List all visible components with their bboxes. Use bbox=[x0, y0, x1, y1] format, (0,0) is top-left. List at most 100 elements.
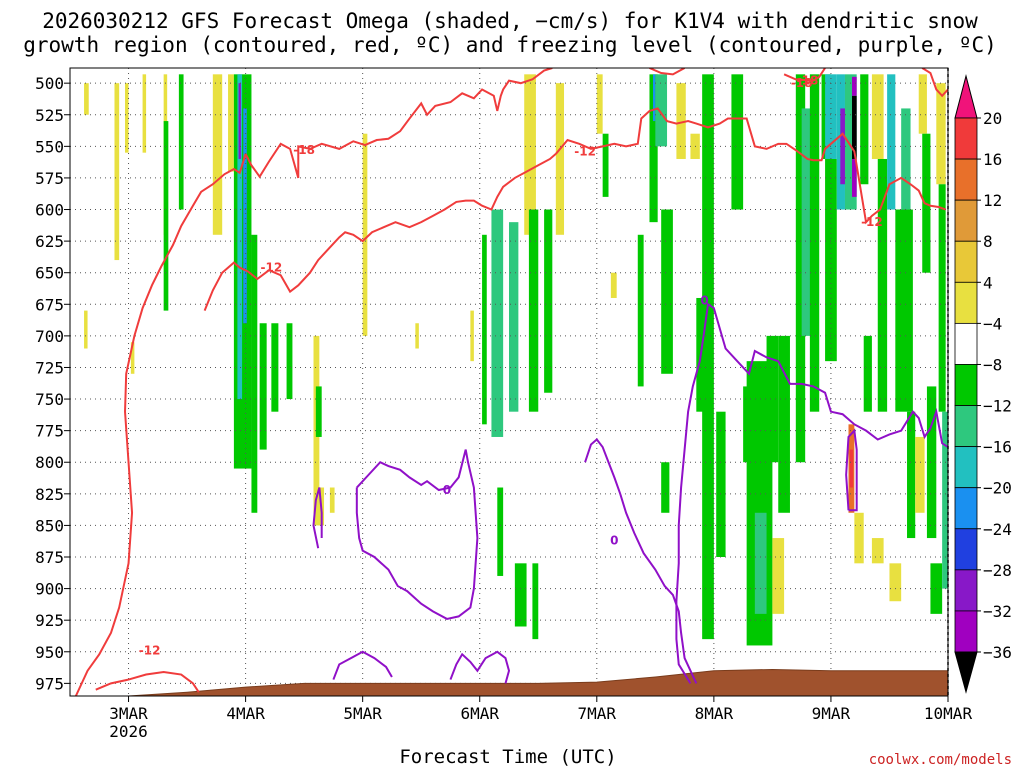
freezing-contour-3 bbox=[845, 428, 858, 512]
x-tick-label-4MAR: 4MAR bbox=[226, 704, 265, 723]
terrain-fill bbox=[70, 668, 948, 696]
omega-cell-24 bbox=[415, 323, 419, 349]
omega-cell-73 bbox=[863, 335, 872, 412]
omega-cell-35 bbox=[555, 83, 565, 235]
omega-cell-9 bbox=[212, 74, 223, 235]
omega-cell-8 bbox=[178, 74, 184, 210]
x-tick-label-5MAR: 5MAR bbox=[343, 704, 382, 723]
x-tick-label-7MAR: 7MAR bbox=[578, 704, 617, 723]
y-tick-label-900: 900 bbox=[35, 580, 64, 599]
dgz-contour-label-4: -12 bbox=[261, 261, 283, 275]
y-tick-label-700: 700 bbox=[35, 327, 64, 346]
colorbar-band-10 bbox=[954, 528, 978, 571]
freezing-contour-label-0: 0 bbox=[443, 483, 451, 497]
omega-cell-74 bbox=[871, 74, 884, 159]
axes: 500 525 550 575 600 625 650 675 700 725 750 775 800 8… bbox=[35, 67, 973, 741]
colorbar-label-13: −36 bbox=[983, 643, 1012, 662]
omega-cell-16 bbox=[259, 323, 267, 450]
omega-cell-31 bbox=[524, 74, 536, 235]
omega-cell-28 bbox=[497, 487, 504, 576]
omega-cell-54 bbox=[766, 335, 779, 463]
chart-title-line-1: 2026030212 GFS Forecast Omega (shaded, −… bbox=[42, 9, 978, 33]
omega-cell-41 bbox=[652, 74, 656, 122]
omega-cell-18 bbox=[286, 323, 293, 400]
credit-text: coolwx.com/models bbox=[869, 752, 1012, 768]
dgz-contour-0 bbox=[244, 68, 553, 179]
colorbar-label-11: −28 bbox=[983, 561, 1012, 580]
omega-cell-36 bbox=[596, 74, 603, 134]
omega-cell-66 bbox=[852, 95, 857, 159]
omega-cell-15 bbox=[251, 234, 258, 513]
dgz-contour-label-5: -12 bbox=[574, 144, 596, 158]
colorbar-band-1 bbox=[954, 158, 978, 201]
omega-cell-22 bbox=[329, 487, 335, 513]
freezing-contour-2 bbox=[675, 302, 948, 684]
colorbar-top-arrow bbox=[954, 74, 978, 119]
omega-cell-72 bbox=[860, 74, 869, 185]
omega-cell-34 bbox=[544, 209, 553, 393]
x-axis-title: Forecast Time (UTC) bbox=[399, 746, 616, 768]
freezing-contour-label-1: 0 bbox=[610, 534, 618, 548]
omega-cell-17 bbox=[271, 323, 279, 412]
omega-cell-39 bbox=[637, 234, 644, 387]
y-tick-label-975: 975 bbox=[35, 674, 64, 693]
y-tick-label-925: 925 bbox=[35, 611, 64, 630]
y-tick-label-600: 600 bbox=[35, 201, 64, 220]
colorbar-label-1: 16 bbox=[983, 150, 1002, 169]
freezing-contour-0 bbox=[355, 449, 479, 620]
x-tick-label-9MAR: 9MAR bbox=[812, 704, 851, 723]
dgz-contour-5 bbox=[555, 107, 946, 225]
omega-cell-79 bbox=[895, 209, 913, 412]
omega-cell-81 bbox=[907, 411, 916, 539]
chart-title-line-2: growth region (contoured, red, ºC) and f… bbox=[23, 33, 997, 57]
omega-cell-64 bbox=[840, 108, 845, 185]
y-tick-label-525: 525 bbox=[35, 106, 64, 125]
omega-cell-85 bbox=[926, 386, 937, 539]
omega-cell-32 bbox=[528, 209, 539, 412]
colorbar-label-8: −16 bbox=[983, 438, 1012, 457]
dgz-contour-1 bbox=[649, 68, 686, 76]
colorbar-band-0 bbox=[954, 117, 978, 160]
dgz-contour-label-3: -12 bbox=[139, 644, 161, 658]
omega-cell-62 bbox=[825, 74, 837, 159]
omega-cell-68 bbox=[852, 158, 857, 197]
y-tick-label-875: 875 bbox=[35, 548, 64, 567]
colorbar-label-12: −32 bbox=[983, 602, 1012, 621]
y-tick-label-775: 775 bbox=[35, 422, 64, 441]
omega-cell-14 bbox=[243, 108, 247, 324]
omega-cell-78 bbox=[889, 563, 902, 602]
x-tick-label-8MAR: 8MAR bbox=[695, 704, 734, 723]
y-tick-label-725: 725 bbox=[35, 358, 64, 377]
colorbar-label-7: −12 bbox=[983, 397, 1012, 416]
omega-cell-5 bbox=[130, 342, 135, 374]
y-tick-label-550: 550 bbox=[35, 137, 64, 156]
x-tick-sublabel-3MAR: 2026 bbox=[109, 722, 148, 741]
omega-cell-44 bbox=[661, 462, 670, 513]
dgz-contour-label-1: -18 bbox=[791, 76, 813, 90]
omega-cell-82 bbox=[915, 436, 925, 513]
colorbar-band-6 bbox=[954, 364, 978, 406]
omega-cell-37 bbox=[602, 133, 609, 197]
omega-cell-55 bbox=[772, 538, 785, 614]
colorbar: 20 16 12 8 4 −4 −8 −12 −16 −20 −24 −28 −32 −36 bbox=[954, 74, 1012, 694]
y-tick-label-625: 625 bbox=[35, 232, 64, 251]
omega-cell-80 bbox=[901, 108, 911, 210]
x-tick-label-10MAR: 10MAR bbox=[924, 704, 973, 723]
omega-cell-49 bbox=[716, 411, 726, 558]
omega-cell-27 bbox=[491, 209, 504, 437]
x-tick-label-3MAR: 3MAR bbox=[109, 704, 148, 723]
omega-cell-87 bbox=[936, 83, 946, 185]
colorbar-label-6: −8 bbox=[983, 355, 1002, 374]
omega-cell-76 bbox=[877, 158, 888, 412]
dgz-contour-label-0: -18 bbox=[293, 143, 315, 157]
colorbar-band-11 bbox=[954, 569, 978, 612]
dgz-contour-3 bbox=[74, 153, 247, 696]
omega-cell-88 bbox=[938, 184, 946, 412]
freezing-contour-4 bbox=[312, 487, 323, 549]
colorbar-band-9 bbox=[954, 487, 978, 530]
omega-cell-23 bbox=[362, 133, 368, 336]
y-tick-label-825: 825 bbox=[35, 485, 64, 504]
colorbar-bottom-arrow bbox=[954, 651, 978, 694]
colorbar-label-5: −4 bbox=[983, 314, 1002, 333]
